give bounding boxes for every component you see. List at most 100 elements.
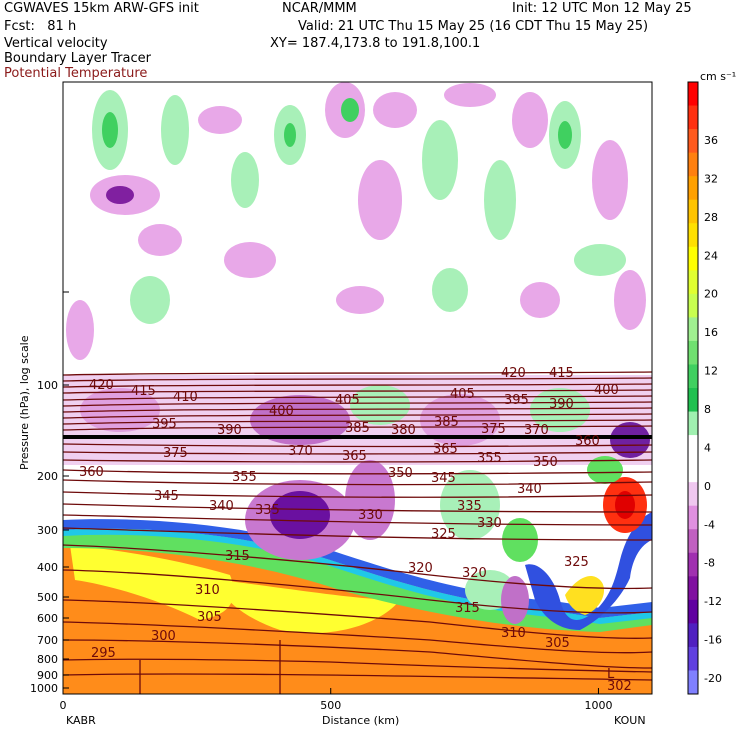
colorbar-swatch (688, 529, 698, 554)
colorbar-swatch (688, 246, 698, 271)
x-tick-label: 1000 (584, 699, 612, 712)
contour-label: 295 (91, 646, 116, 661)
contour-label: 350 (388, 466, 413, 481)
contour-label: 315 (455, 601, 480, 616)
y-tick-label: 600 (37, 612, 58, 625)
colorbar-swatch (688, 105, 698, 130)
colorbar-swatch (688, 364, 698, 389)
contour-label: 410 (173, 390, 198, 405)
contour-label: 302 (607, 679, 632, 694)
contour-label: 360 (79, 465, 104, 480)
contour-label: 345 (154, 489, 179, 504)
contour-label: 300 (151, 629, 176, 644)
contour-label: 415 (549, 366, 574, 381)
tracer-yellow-1 (70, 545, 234, 620)
contour-label: 365 (342, 449, 367, 464)
x-axis-label: Distance (km) (322, 714, 399, 727)
contour-label: 305 (197, 610, 222, 625)
y-tick-label: 200 (37, 470, 58, 483)
colorbar-label: -4 (704, 518, 715, 531)
tracer-blue-edge (63, 519, 652, 618)
colorbar-label: 0 (704, 480, 711, 493)
colorbar-label: 4 (704, 441, 711, 454)
contour-label: 325 (564, 555, 589, 570)
contour-label: 375 (163, 446, 188, 461)
colorbar-label: -20 (704, 672, 722, 685)
contour-label: 320 (462, 566, 487, 581)
contour-label: 360 (575, 434, 600, 449)
x-end-label-right: KOUN (614, 714, 646, 727)
contour-label: 320 (408, 561, 433, 576)
contour-label: 380 (391, 423, 416, 438)
colorbar-label: 20 (704, 288, 718, 301)
contour-label: 390 (549, 397, 574, 412)
colorbar-swatch (688, 340, 698, 365)
colorbar-swatch (688, 152, 698, 177)
contour-label: 335 (255, 503, 280, 518)
colorbar-swatch (688, 176, 698, 201)
contour-label: 355 (477, 451, 502, 466)
contour-label: 310 (195, 583, 220, 598)
y-tick-label: 800 (37, 653, 58, 666)
colorbar-label: -16 (704, 634, 722, 647)
contour-label: 345 (431, 471, 456, 486)
colorbar-swatch (688, 646, 698, 671)
colorbar-swatch (688, 317, 698, 342)
contour-label: 350 (533, 455, 558, 470)
contour-label: 395 (504, 393, 529, 408)
cross-section-coords: XY= 187.4,173.8 to 191.8,100.1 (270, 36, 481, 51)
contour-label: 370 (524, 423, 549, 438)
tracer-yellow-2 (220, 580, 400, 634)
y-tick-label: 900 (37, 669, 58, 682)
colorbar-swatch (688, 482, 698, 507)
forecast-hour: Fcst: 81 h (4, 19, 77, 34)
contour-label: 390 (217, 423, 242, 438)
contour-label: 400 (269, 404, 294, 419)
colorbar-swatch (688, 388, 698, 413)
colorbar-label: 12 (704, 365, 718, 378)
contour-label: 415 (131, 384, 156, 399)
plot-area (63, 82, 652, 694)
contour-label: 375 (481, 422, 506, 437)
colorbar-swatch (688, 223, 698, 248)
colorbar-label: 24 (704, 249, 718, 262)
contour-label: 340 (517, 482, 542, 497)
contour-label: 385 (345, 421, 370, 436)
colorbar-label: 36 (704, 134, 718, 147)
colorbar-label: 32 (704, 172, 718, 185)
y-tick-label: 400 (37, 561, 58, 574)
y-tick-label: 1000 (30, 682, 58, 695)
y-tick-label: 700 (37, 634, 58, 647)
contour-label: 330 (358, 508, 383, 523)
colorbar-swatch (688, 576, 698, 601)
contour-label: 310 (501, 626, 526, 641)
colorbar (687, 81, 699, 695)
y-axis (63, 81, 69, 293)
contour-label: 315 (225, 549, 250, 564)
y-tick-label: 100 (37, 379, 58, 392)
contour-label: 365 (433, 442, 458, 457)
colorbar-labels: 36 32 28 24 20 16 12 8 4 0 -4 -8 -12 -16 -20 (704, 134, 722, 685)
colorbar-swatch (688, 435, 698, 460)
contour-label: 325 (431, 527, 456, 542)
init-time: Init: 12 UTC Mon 12 May 25 (512, 1, 692, 16)
colorbar-swatch (688, 670, 698, 695)
contour-label: 355 (232, 470, 257, 485)
contour-label: 395 (152, 417, 177, 432)
contour-label: 405 (450, 387, 475, 402)
contour-label: 370 (288, 444, 313, 459)
colorbar-swatch (688, 458, 698, 483)
contour-label: 405 (335, 393, 360, 408)
colorbar-unit: cm s⁻¹ (700, 70, 736, 83)
contour-label: 305 (545, 636, 570, 651)
contour-label: 340 (209, 499, 234, 514)
contour-label: 420 (501, 366, 526, 381)
x-end-label-left: KABR (66, 714, 96, 727)
y-tick-label: 500 (37, 591, 58, 604)
colorbar-swatch (688, 599, 698, 624)
contour-label: 330 (477, 516, 502, 531)
colorbar-swatch (688, 129, 698, 154)
convective-yellow (565, 575, 605, 615)
